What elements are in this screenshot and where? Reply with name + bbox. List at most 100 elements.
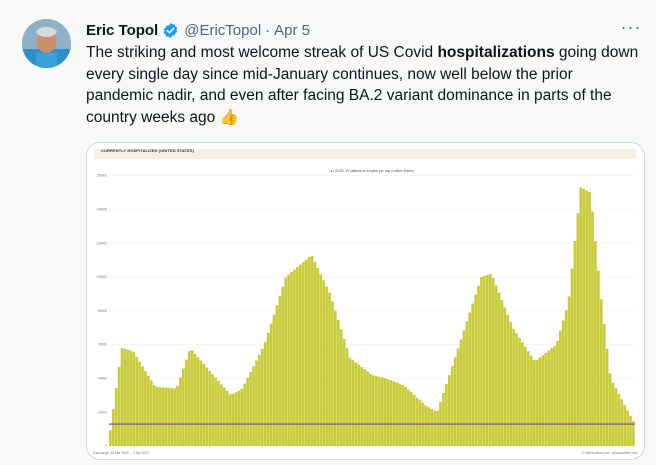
chart-bar bbox=[468, 312, 472, 446]
chart-bar bbox=[550, 348, 553, 446]
chart-bar bbox=[176, 385, 179, 446]
tweet-text-part: going down every single day since mid-Ja… bbox=[86, 44, 639, 126]
author-handle[interactable]: @EricTopol bbox=[184, 21, 262, 39]
chart-bar bbox=[433, 410, 437, 446]
chart-bar bbox=[290, 272, 293, 446]
chart-bar bbox=[605, 348, 609, 446]
chart-bar bbox=[272, 314, 276, 446]
chart-title: CURRENTLY HOSPITALIZED (UNITED STATES) bbox=[101, 148, 195, 153]
chart-bar bbox=[360, 366, 363, 446]
chart-bar bbox=[559, 330, 562, 446]
chart-bar bbox=[322, 280, 326, 446]
chart-bar bbox=[339, 329, 343, 446]
tweet-media-chart[interactable]: CURRENTLY HOSPITALIZED (UNITED STATES) 0… bbox=[86, 142, 645, 460]
chart-bar bbox=[541, 355, 545, 446]
chart-legend: ● COVID-19 patients in hospital per day … bbox=[330, 169, 413, 173]
chart-bar bbox=[319, 274, 323, 446]
chart-bar bbox=[126, 349, 130, 446]
chart-bar bbox=[579, 187, 583, 446]
chart-bar bbox=[351, 360, 355, 446]
chart-bar bbox=[556, 340, 559, 446]
chart-bar bbox=[132, 352, 136, 446]
chart-bar bbox=[316, 268, 320, 446]
verified-badge-icon bbox=[162, 22, 179, 39]
chart-bar bbox=[287, 274, 290, 446]
chart-bar bbox=[114, 388, 118, 446]
chart-bar bbox=[158, 387, 162, 446]
chart-bar bbox=[301, 262, 305, 446]
y-tick-label: 140000 bbox=[96, 207, 107, 211]
chart-bar bbox=[576, 213, 580, 446]
chart-bar bbox=[415, 397, 419, 446]
chart-bar bbox=[348, 357, 352, 446]
chart-bar bbox=[585, 190, 589, 446]
author-name[interactable]: Eric Topol bbox=[86, 21, 159, 39]
chart-bar bbox=[515, 333, 518, 446]
chart-footer-right: © mikescollins.com / worldometers.com bbox=[582, 451, 638, 455]
chart-bar bbox=[146, 375, 150, 446]
avatar[interactable] bbox=[22, 19, 71, 68]
y-tick-label: 80000 bbox=[98, 309, 107, 313]
chart-bar bbox=[409, 392, 413, 446]
chart-bar bbox=[193, 353, 197, 446]
chart-bar bbox=[418, 400, 422, 446]
chart-bar bbox=[471, 303, 475, 446]
y-tick-label: 60000 bbox=[98, 343, 107, 347]
chart-bar bbox=[307, 257, 311, 446]
chart-bar bbox=[404, 386, 407, 446]
chart-bar bbox=[240, 388, 244, 446]
chart-bar bbox=[611, 382, 615, 446]
chart-bar bbox=[602, 324, 606, 446]
chart-bar bbox=[252, 366, 255, 446]
chart-bar bbox=[450, 366, 454, 446]
chart-bar bbox=[296, 267, 299, 446]
chart-bar bbox=[336, 320, 340, 446]
chart-bar bbox=[538, 357, 542, 446]
chart-bar bbox=[135, 356, 138, 446]
chart-bar bbox=[310, 255, 314, 446]
chart-bar bbox=[491, 277, 495, 446]
chart-bar bbox=[392, 381, 396, 446]
chart-bar bbox=[494, 285, 498, 446]
chart-bar bbox=[526, 351, 530, 446]
chart-bar bbox=[567, 296, 571, 446]
chart-bar bbox=[547, 350, 551, 446]
chart-bar bbox=[594, 241, 597, 446]
chart-bar bbox=[205, 367, 209, 446]
chart-bar bbox=[304, 259, 308, 446]
chart-bar bbox=[255, 360, 258, 446]
hospitalization-chart: 0 20000 40000 60000 80000 100000 120000 140000 1… bbox=[93, 169, 638, 455]
y-tick-label: 160000 bbox=[96, 174, 107, 178]
chart-bar bbox=[258, 354, 261, 446]
chart-bar bbox=[249, 372, 252, 446]
chart-bar bbox=[328, 292, 331, 446]
chart-bar bbox=[217, 380, 220, 446]
chart-bar bbox=[190, 350, 194, 446]
chart-bar bbox=[445, 384, 448, 446]
chart-bar bbox=[374, 375, 378, 446]
chart-bar bbox=[149, 380, 153, 446]
chart-bar bbox=[266, 332, 270, 446]
chart-bar bbox=[111, 409, 115, 446]
chart-bar bbox=[430, 408, 434, 446]
chart-bar bbox=[474, 294, 477, 446]
chart-bar bbox=[179, 377, 182, 446]
more-icon[interactable]: ··· bbox=[620, 16, 642, 37]
chart-title-bar bbox=[94, 149, 636, 159]
chart-bar bbox=[214, 377, 217, 446]
chart-bar bbox=[334, 310, 337, 446]
chart-bar bbox=[599, 299, 603, 446]
chart-bar bbox=[447, 375, 451, 446]
chart-bar bbox=[211, 374, 214, 446]
chart-bar bbox=[366, 371, 369, 446]
tweet-date[interactable]: Apr 5 bbox=[274, 21, 311, 39]
tweet-text-part: The striking and most welcome streak of … bbox=[86, 44, 438, 61]
chart-bar bbox=[632, 421, 635, 446]
chart-bar bbox=[269, 323, 273, 446]
chart-bar bbox=[398, 383, 401, 446]
chart-bar bbox=[369, 373, 372, 446]
chart-bar bbox=[129, 350, 133, 446]
chart-bar bbox=[608, 373, 612, 446]
chart-bar bbox=[120, 348, 124, 446]
